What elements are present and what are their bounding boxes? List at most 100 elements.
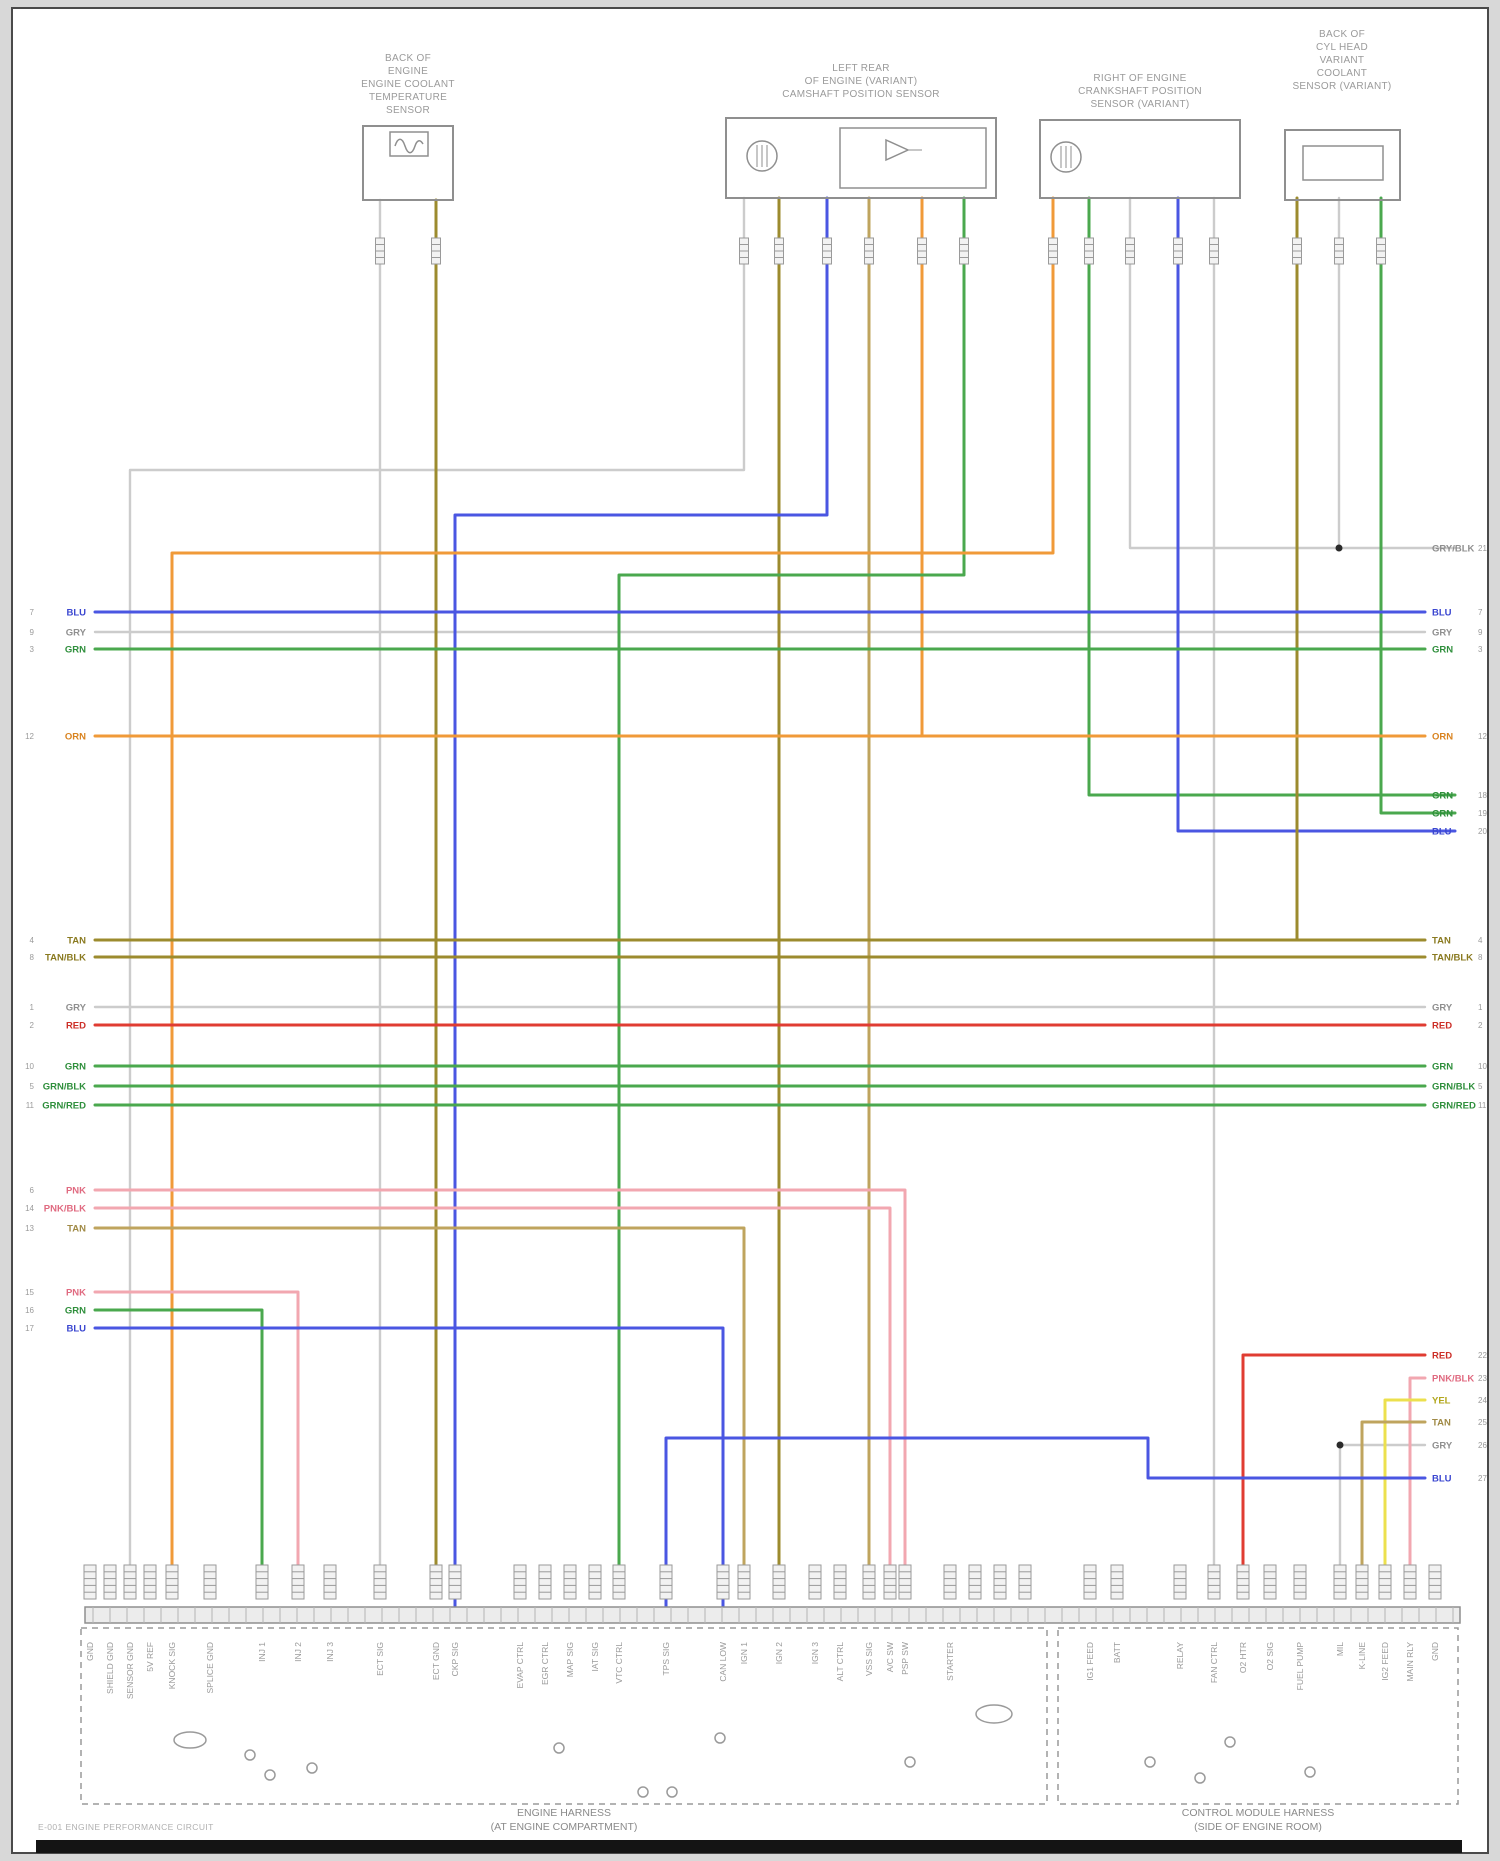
wire-blue xyxy=(664,1436,1427,1609)
bottom-pin xyxy=(612,1564,626,1600)
splice-point xyxy=(1304,1766,1316,1778)
wire-pin-number: 17 xyxy=(25,1324,34,1333)
splice-point xyxy=(553,1742,565,1754)
bottom-pin xyxy=(716,1564,730,1600)
bottom-pin xyxy=(448,1564,462,1600)
harness-box-1 xyxy=(1057,1627,1459,1805)
pin-circuit-label: IG1 FEED xyxy=(1085,1642,1095,1681)
wire-green xyxy=(617,196,966,1567)
pin-circuit-label: IGN 1 xyxy=(739,1642,749,1664)
wire-label: YEL xyxy=(1432,1396,1451,1407)
bottom-pin xyxy=(1018,1564,1032,1600)
splice-point xyxy=(264,1769,276,1781)
pin-circuit-label: SENSOR GND xyxy=(125,1642,135,1699)
wire-label: GRN xyxy=(1432,809,1453,820)
camshaft-position-sensor-inner-box xyxy=(839,127,987,189)
bottom-pin xyxy=(772,1564,786,1600)
wire-pink xyxy=(1408,1376,1427,1567)
wire-yellow xyxy=(1383,1398,1427,1567)
wire-pin-number: 24 xyxy=(1478,1396,1487,1405)
pin-circuit-label: INJ 1 xyxy=(257,1642,267,1662)
wire-label: ORN xyxy=(1432,732,1453,743)
pin-circuit-label: GND xyxy=(1430,1642,1440,1661)
harness-caption-right: CONTROL MODULE HARNESS (SIDE OF ENGINE R… xyxy=(1181,1807,1335,1834)
wire-pin-number: 15 xyxy=(25,1288,34,1297)
component-label-crankshaft-position-sensor: RIGHT OF ENGINE CRANKSHAFT POSITION SENS… xyxy=(1078,73,1202,110)
wire-pin-number: 27 xyxy=(1478,1474,1487,1483)
bottom-pin xyxy=(1403,1564,1417,1600)
splice-point xyxy=(637,1786,649,1798)
camshaft-position-sensor-outline xyxy=(725,117,997,199)
pin-circuit-label: INJ 2 xyxy=(293,1642,303,1662)
sensor-icon xyxy=(1050,141,1082,173)
pin-circuit-label: MIL xyxy=(1335,1642,1345,1656)
bottom-pin xyxy=(203,1564,217,1600)
pin-circuit-label: EGR CTRL xyxy=(540,1642,550,1685)
pin-circuit-label: VTC CTRL xyxy=(614,1642,624,1684)
pin-circuit-label: RELAY xyxy=(1175,1642,1185,1670)
bottom-pin xyxy=(1293,1564,1307,1600)
bottom-pin xyxy=(883,1564,897,1600)
bottom-pin xyxy=(1110,1564,1124,1600)
coolant-temp-sensor-inner-box xyxy=(389,131,429,157)
junction-dot xyxy=(1335,544,1343,552)
wire-pin-number: 19 xyxy=(1478,809,1487,818)
bottom-pin xyxy=(1428,1564,1442,1600)
wire-pin-number: 1 xyxy=(30,1003,35,1012)
footer-bar xyxy=(36,1840,1462,1853)
pin-circuit-label: CAN LOW xyxy=(718,1642,728,1682)
pin-circuit-label: K-LINE xyxy=(1357,1642,1367,1670)
wire-red xyxy=(1241,1353,1427,1567)
bottom-pin xyxy=(291,1564,305,1600)
pin-circuit-label: BATT xyxy=(1112,1642,1122,1663)
wire-pin-number: 2 xyxy=(30,1021,35,1030)
pin-circuit-label: SHIELD GND xyxy=(105,1642,115,1694)
wire-pin-number: 11 xyxy=(1478,1101,1487,1110)
bottom-pin xyxy=(538,1564,552,1600)
wire-pin-number: 22 xyxy=(1478,1351,1487,1360)
wire-green xyxy=(93,1308,264,1567)
wire-label: RED xyxy=(66,1021,86,1032)
pin-circuit-label: IGN 3 xyxy=(810,1642,820,1664)
wire-label: GRY xyxy=(1432,1003,1453,1014)
bottom-pin xyxy=(563,1564,577,1600)
wire-pin-number: 4 xyxy=(30,936,35,945)
wire-label: GRY xyxy=(66,1003,87,1014)
wire-pin-number: 2 xyxy=(1478,1021,1483,1030)
splice-point xyxy=(1224,1736,1236,1748)
wire-label: PNK xyxy=(66,1288,86,1299)
splice-point xyxy=(904,1756,916,1768)
wire-pink xyxy=(93,1290,300,1567)
wire-label: BLU xyxy=(1432,827,1452,838)
wire-pin-number: 3 xyxy=(30,645,35,654)
bottom-pin xyxy=(1333,1564,1347,1600)
wire-label: PNK/BLK xyxy=(1432,1374,1474,1385)
wire-blue xyxy=(93,1326,725,1609)
wire-pin-number: 20 xyxy=(1478,827,1487,836)
wire-pin-number: 5 xyxy=(1478,1082,1483,1091)
wire-pin-number: 23 xyxy=(1478,1374,1487,1383)
bottom-pin xyxy=(323,1564,337,1600)
bottom-pin xyxy=(737,1564,751,1600)
bottom-pin xyxy=(143,1564,157,1600)
bottom-pin xyxy=(1083,1564,1097,1600)
bottom-pin xyxy=(1236,1564,1250,1600)
bottom-pin xyxy=(943,1564,957,1600)
bottom-pin xyxy=(255,1564,269,1600)
wire-label: TAN xyxy=(1432,936,1451,947)
wire-label: BLU xyxy=(1432,608,1452,619)
wire-label: BLU xyxy=(66,1324,86,1335)
splice-point xyxy=(306,1762,318,1774)
wire-pin-number: 6 xyxy=(30,1186,35,1195)
pin-circuit-label: FUEL PUMP xyxy=(1295,1642,1305,1691)
bottom-pin xyxy=(659,1564,673,1600)
pin-circuit-label: IG2 FEED xyxy=(1380,1642,1390,1681)
wire-label: GRN xyxy=(65,1306,86,1317)
wire-pin-number: 7 xyxy=(1478,608,1483,617)
wire-pin-number: 26 xyxy=(1478,1441,1487,1450)
wire-pin-number: 13 xyxy=(25,1224,34,1233)
pin-circuit-label: CKP SIG xyxy=(450,1642,460,1676)
wire-label: GRY xyxy=(66,628,87,639)
